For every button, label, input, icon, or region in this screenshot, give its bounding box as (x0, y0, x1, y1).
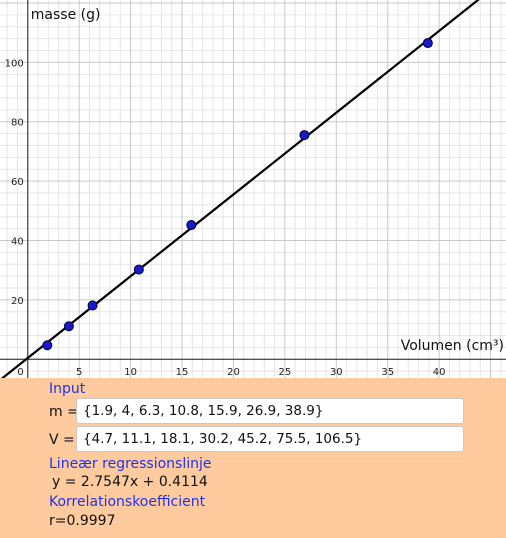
v-prefix: V = (49, 432, 75, 448)
y-tick-label: 80 (11, 118, 24, 129)
correlation-value: r=0.9997 (49, 513, 116, 529)
x-tick-label: 25 (279, 367, 292, 378)
x-tick-label: 35 (381, 367, 394, 378)
x-tick-labels: 0 5 10 15 20 25 30 35 40 (17, 367, 445, 378)
x-tick-label: 15 (176, 367, 189, 378)
algebra-panel: Input m = {1.9, 4, 6.3, 10.8, 15.9, 26.9… (0, 378, 506, 538)
data-point[interactable] (299, 130, 310, 141)
input-heading: Input (49, 381, 86, 397)
data-point[interactable] (87, 300, 98, 311)
m-input-field[interactable]: {1.9, 4, 6.3, 10.8, 15.9, 26.9, 38.9} (76, 398, 464, 424)
x-axis-label: Volumen (cm³) (401, 338, 504, 354)
y-tick-labels: 20 40 60 80 100 (5, 58, 24, 307)
data-points[interactable] (42, 38, 433, 351)
regression-line[interactable] (0, 0, 506, 380)
v-input-field[interactable]: {4.7, 11.1, 18.1, 30.2, 45.2, 75.5, 106.… (76, 426, 464, 452)
y-tick-label: 100 (5, 58, 24, 69)
data-point[interactable] (63, 321, 74, 332)
x-tick-label: 10 (124, 367, 137, 378)
m-prefix: m = (49, 404, 79, 420)
x-tick-label: 5 (76, 367, 82, 378)
x-tick-label: 30 (330, 367, 343, 378)
data-point[interactable] (42, 340, 53, 351)
y-axis-label: masse (g) (31, 7, 101, 23)
y-tick-label: 40 (11, 236, 24, 247)
data-point[interactable] (186, 220, 197, 231)
x-tick-label: 40 (433, 367, 446, 378)
x-tick-label: 20 (227, 367, 240, 378)
regression-heading: Lineær regressionslinje (49, 456, 212, 472)
data-point[interactable] (133, 264, 144, 275)
grid-major-lines (0, 0, 506, 380)
y-tick-label: 60 (11, 177, 24, 188)
graphics-view[interactable]: 0 5 10 15 20 25 30 35 40 20 40 60 80 100 masse (g) V… (0, 0, 506, 380)
grid-minor-lines (0, 0, 506, 380)
x-tick-label: 0 (17, 367, 23, 378)
y-tick-label: 20 (11, 296, 24, 307)
data-point[interactable] (422, 38, 433, 49)
regression-value: y = 2.7547x + 0.4114 (52, 474, 208, 490)
correlation-heading: Korrelationskoefficient (49, 494, 206, 510)
